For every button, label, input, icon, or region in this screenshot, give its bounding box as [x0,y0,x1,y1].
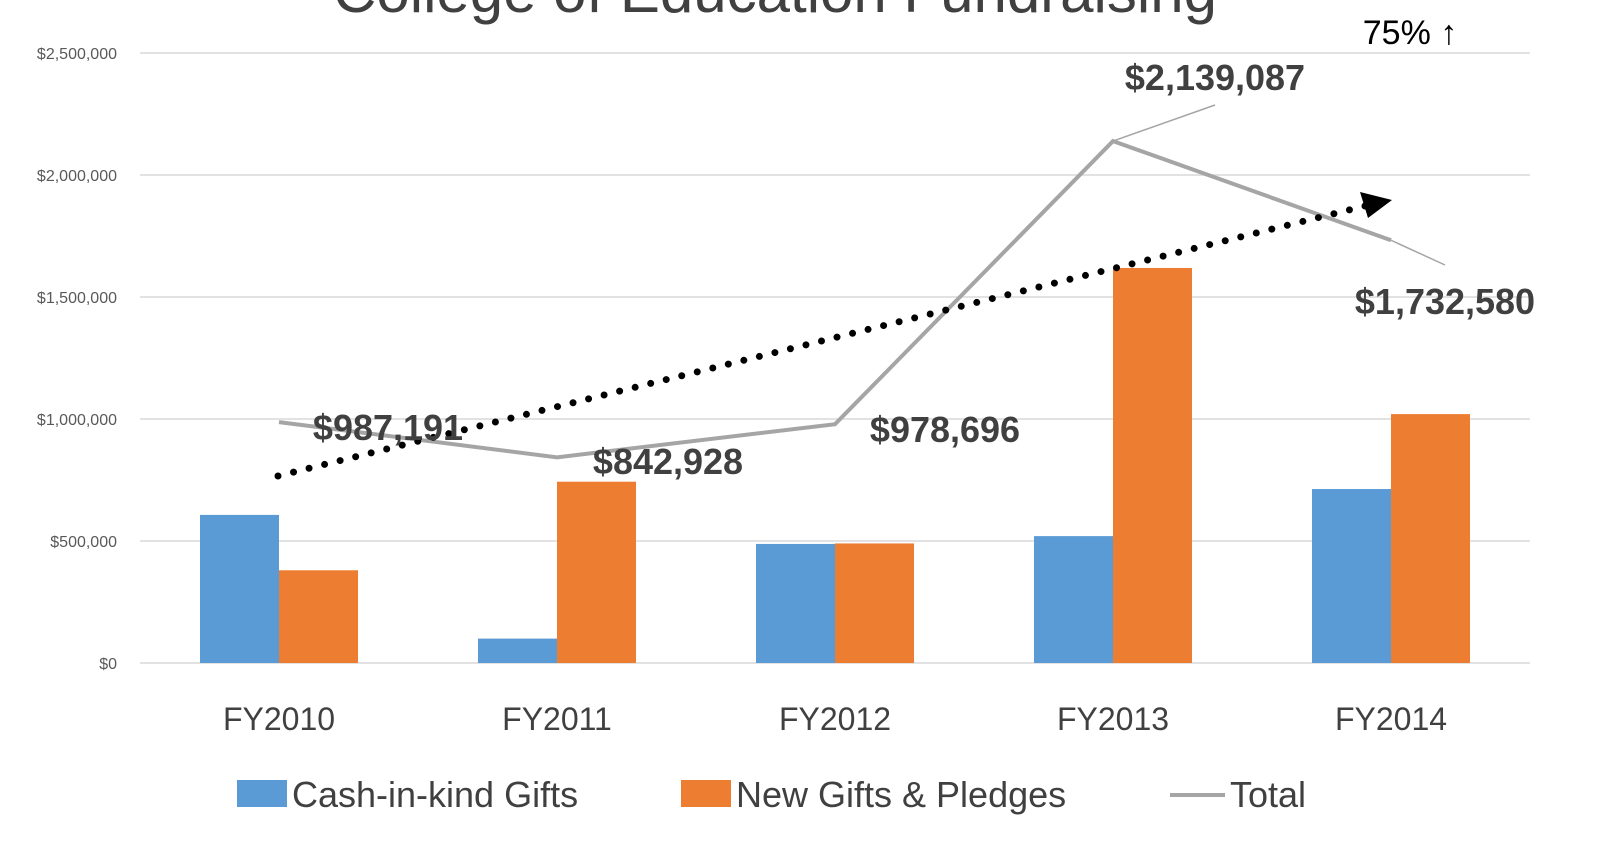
legend-swatch [681,780,731,807]
x-tick-label: FY2014 [1335,701,1447,737]
x-tick-label: FY2012 [779,701,891,737]
bar [478,638,557,663]
bar [756,543,835,663]
y-tick-label: $0 [99,656,117,673]
x-tick-label: FY2010 [223,701,335,737]
x-tick-label: FY2011 [502,701,612,737]
y-tick-label: $1,500,000 [37,290,117,307]
bar [200,514,279,663]
data-label: $2,139,087 [1125,57,1305,98]
annotation: 75% ↑ [1363,14,1458,52]
bars [200,267,1470,663]
trend-line [274,202,1369,480]
leader-line [1112,104,1216,142]
x-tick-label: FY2013 [1057,701,1169,737]
legend: Cash-in-kind Gifts New Gifts & Pledges Tot… [237,774,1306,815]
chart-title: College of Education Fundraising [333,0,1217,25]
data-label: $1,732,580 [1355,281,1535,322]
leader-line [1390,239,1446,266]
legend-swatch [237,780,287,807]
bar [1312,489,1391,663]
legend-label: Cash-in-kind Gifts [292,774,578,815]
bar [835,543,914,663]
trend-arrow [1360,192,1392,218]
bar [1034,536,1113,663]
bar [279,570,358,663]
data-label: $978,696 [870,409,1020,450]
bar [557,481,636,663]
grid: $0 $500,000 $1,000,000 $1,500,000 $2,000,000… [37,46,1530,737]
bar [1113,267,1192,663]
legend-label: New Gifts & Pledges [736,774,1066,815]
labels: $987,191 $842,928 $978,696 $2,139,087 $1,732… [313,57,1535,482]
lines [278,138,1392,460]
y-tick-label: $2,000,000 [37,168,117,185]
bar [1391,414,1470,663]
legend-label: Total [1230,774,1306,815]
y-tick-label: $500,000 [50,534,117,551]
y-tick-label: $2,500,000 [37,46,117,63]
y-tick-label: $1,000,000 [37,412,117,429]
data-label: $842,928 [593,441,743,482]
line [278,138,1392,460]
data-label: $987,191 [313,407,463,448]
